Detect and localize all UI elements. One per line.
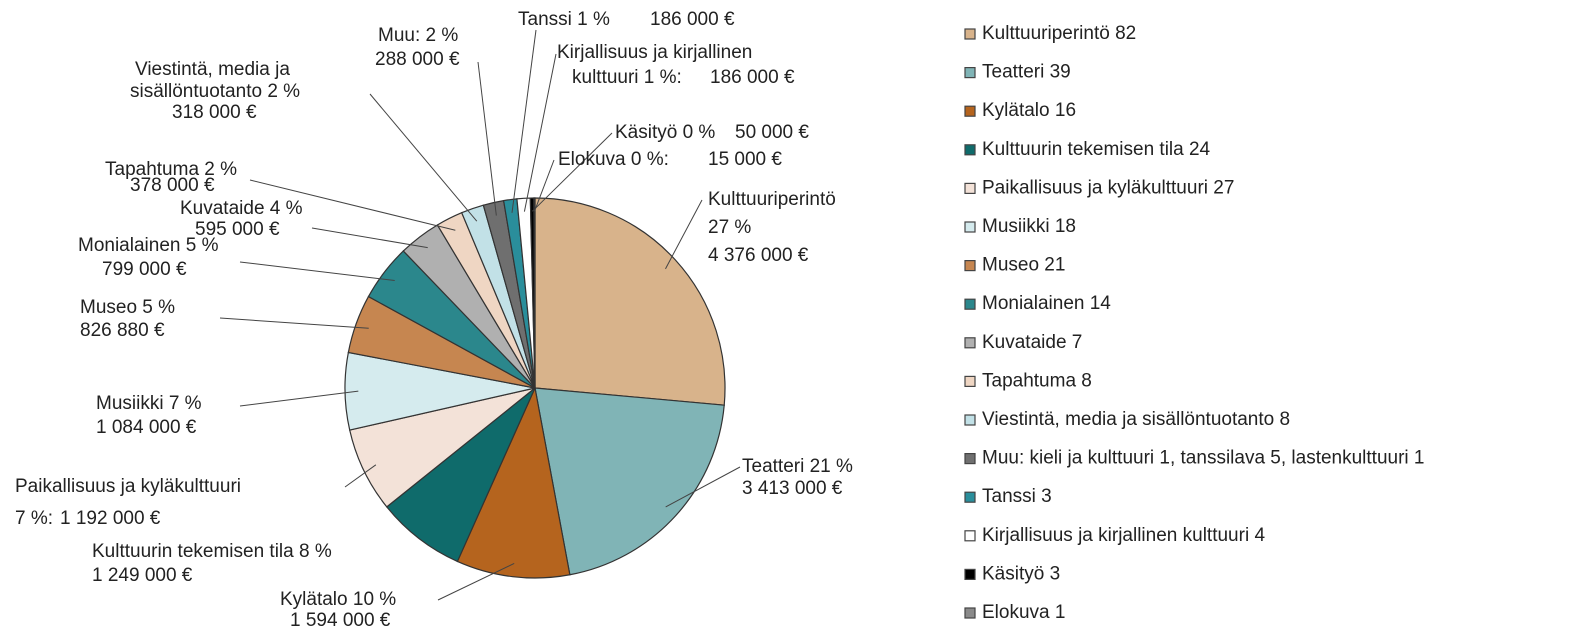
- pie-slice: [456, 386, 571, 579]
- leader-line: [437, 563, 515, 601]
- value-label: 378 000 €: [130, 175, 215, 196]
- legend-label: Museo 21: [982, 255, 1065, 276]
- slice-label: Paikallisuus ja kyläkulttuuri: [15, 476, 241, 497]
- legend-label: Kulttuurin tekemisen tila 24: [982, 139, 1211, 160]
- pie-slice: [534, 197, 726, 406]
- legend-label: Viestintä, media ja sisällöntuotanto 8: [982, 409, 1290, 430]
- value-label: 595 000 €: [195, 219, 280, 240]
- value-label: 186 000 €: [650, 9, 735, 30]
- value-label: 1 594 000 €: [290, 610, 391, 631]
- leader-line: [239, 390, 359, 407]
- value-label: 186 000 €: [710, 67, 795, 88]
- value-label: 288 000 €: [375, 49, 460, 70]
- slice-label: Kulttuuriperintö: [708, 189, 836, 210]
- legend-label: Tanssi 3: [982, 486, 1052, 507]
- legend-swatch: [964, 221, 976, 233]
- legend-swatch: [964, 144, 976, 156]
- slice-label: 7 %:: [15, 508, 53, 529]
- slice-label: Monialainen 5 %: [78, 235, 219, 256]
- leader-line: [344, 464, 377, 488]
- pie-slice: [533, 197, 536, 389]
- legend-label: Kuvataide 7: [982, 332, 1082, 353]
- leader-line: [219, 317, 369, 329]
- legend-swatch: [964, 28, 976, 40]
- value-label: 50 000 €: [735, 122, 809, 143]
- legend-label: Kylätalo 16: [982, 100, 1076, 121]
- slice-label: sisällöntuotanto 2 %: [130, 81, 300, 102]
- slice-label: Viestintä, media ja: [135, 59, 290, 80]
- legend-label: Tapahtuma 8: [982, 370, 1092, 391]
- legend-label: Kirjallisuus ja kirjallinen kulttuuri 4: [982, 525, 1265, 546]
- slice-label: Tanssi 1 %: [518, 9, 610, 30]
- leader-line: [665, 199, 703, 270]
- legend-label: Elokuva 1: [982, 602, 1065, 623]
- value-label: 3 413 000 €: [742, 478, 843, 499]
- leader-line: [511, 29, 537, 213]
- slice-label: kulttuuri 1 %:: [572, 67, 682, 88]
- legend-swatch: [964, 375, 976, 387]
- slice-label: Museo 5 %: [80, 297, 175, 318]
- leader-line: [369, 93, 478, 222]
- legend-label: Paikallisuus ja kyläkulttuuri 27: [982, 177, 1234, 198]
- slice-label: Musiikki 7 %: [96, 393, 202, 414]
- legend-swatch: [964, 337, 976, 349]
- value-label: 1 192 000 €: [60, 508, 161, 529]
- legend-swatch: [964, 105, 976, 117]
- slice-label: Teatteri 21 %: [742, 456, 853, 477]
- value-label: 4 376 000 €: [708, 245, 809, 266]
- value-label: 1 084 000 €: [96, 417, 197, 438]
- legend-swatch: [964, 260, 976, 272]
- legend-label: Musiikki 18: [982, 216, 1076, 237]
- value-label: 826 880 €: [80, 320, 165, 341]
- slice-label: Käsityö 0 %: [615, 122, 715, 143]
- leader-line: [249, 179, 456, 231]
- leader-line: [311, 227, 428, 249]
- legend-swatch: [964, 298, 976, 310]
- slice-label: 27 %: [708, 217, 751, 238]
- value-label: 1 249 000 €: [92, 565, 193, 586]
- legend-swatch: [964, 530, 976, 542]
- leader-line: [477, 61, 497, 216]
- leader-line: [531, 132, 613, 212]
- leader-line: [239, 261, 395, 282]
- leader-line: [534, 159, 555, 212]
- slice-label: Kulttuurin tekemisen tila 8 %: [92, 541, 332, 562]
- legend-swatch: [964, 66, 976, 79]
- leader-line: [665, 466, 741, 508]
- value-label: 799 000 €: [102, 259, 187, 280]
- legend-swatch: [964, 453, 976, 465]
- legend-label: Käsityö 3: [982, 563, 1060, 584]
- slice-label: Muu: 2 %: [378, 25, 458, 46]
- slice-label: Kylätalo 10 %: [280, 589, 396, 610]
- slice-label: Elokuva 0 %:: [558, 149, 669, 170]
- slice-label: Kirjallisuus ja kirjallinen: [557, 42, 752, 63]
- slice-label: Tapahtuma 2 %: [105, 159, 237, 180]
- legend-swatch: [964, 182, 976, 194]
- legend-swatch: [964, 491, 976, 503]
- value-label: 15 000 €: [708, 149, 782, 170]
- legend-label: Teatteri 39: [982, 62, 1071, 83]
- legend-swatch: [964, 607, 976, 619]
- pie-slice: [534, 387, 725, 576]
- legend-swatch: [964, 568, 976, 581]
- legend-label: Muu: kieli ja kulttuuri 1, tanssilava 5,…: [982, 448, 1425, 469]
- legend-label: Kulttuuriperintö 82: [982, 23, 1136, 44]
- slice-label: Kuvataide 4 %: [180, 198, 303, 219]
- leader-line: [523, 53, 557, 212]
- legend-swatch: [964, 414, 976, 426]
- legend-label: Monialainen 14: [982, 293, 1111, 314]
- value-label: 318 000 €: [172, 102, 257, 123]
